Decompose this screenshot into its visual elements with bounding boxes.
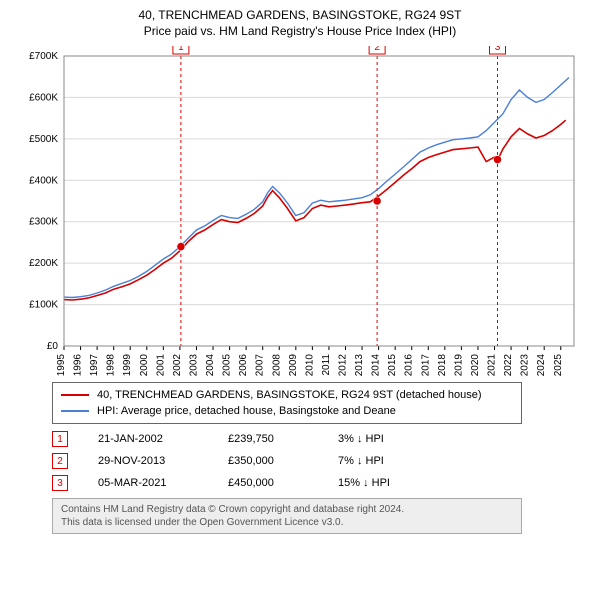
- footer-line2: This data is licensed under the Open Gov…: [61, 516, 513, 529]
- svg-text:1996: 1996: [73, 354, 84, 376]
- marker-price: £450,000: [228, 477, 338, 489]
- svg-text:1997: 1997: [89, 354, 100, 376]
- svg-text:2013: 2013: [354, 354, 365, 376]
- svg-text:2003: 2003: [188, 354, 199, 376]
- svg-text:2001: 2001: [155, 354, 166, 376]
- svg-text:2005: 2005: [222, 354, 233, 376]
- legend-row: HPI: Average price, detached house, Basi…: [61, 403, 513, 419]
- marker-price: £350,000: [228, 455, 338, 467]
- legend-label: 40, TRENCHMEAD GARDENS, BASINGSTOKE, RG2…: [97, 387, 482, 403]
- chart-area: £0 £100K £200K £300K £400K £500K £600K £700K 199…: [12, 46, 588, 376]
- svg-text:2025: 2025: [553, 354, 564, 376]
- marker-diff: 15% ↓ HPI: [338, 477, 458, 489]
- marker-row: 1 21-JAN-2002£239,7503% ↓ HPI: [52, 428, 588, 450]
- marker-diff: 7% ↓ HPI: [338, 455, 458, 467]
- svg-text:1: 1: [178, 46, 184, 53]
- svg-text:2024: 2024: [536, 354, 547, 376]
- chart-title-line1: 40, TRENCHMEAD GARDENS, BASINGSTOKE, RG2…: [12, 8, 588, 22]
- svg-text:£100K: £100K: [29, 300, 58, 311]
- footer-line1: Contains HM Land Registry data © Crown c…: [61, 503, 513, 516]
- chart-title-line2: Price paid vs. HM Land Registry's House …: [12, 24, 588, 38]
- svg-text:2008: 2008: [271, 354, 282, 376]
- marker-date: 29-NOV-2013: [98, 455, 228, 467]
- legend-swatch: [61, 394, 89, 396]
- svg-text:£200K: £200K: [29, 258, 58, 269]
- svg-text:£500K: £500K: [29, 134, 58, 145]
- svg-text:2000: 2000: [139, 354, 150, 376]
- svg-text:£300K: £300K: [29, 217, 58, 228]
- svg-text:1998: 1998: [106, 354, 117, 376]
- marker-badge: 1: [52, 431, 68, 447]
- svg-text:£0: £0: [47, 341, 59, 352]
- svg-text:2009: 2009: [288, 354, 299, 376]
- marker-diff: 3% ↓ HPI: [338, 433, 458, 445]
- svg-text:3: 3: [495, 46, 501, 53]
- footer-attribution: Contains HM Land Registry data © Crown c…: [52, 498, 522, 534]
- svg-text:2011: 2011: [321, 354, 332, 376]
- svg-text:2010: 2010: [304, 354, 315, 376]
- marker-table: 1 21-JAN-2002£239,7503% ↓ HPI 2 29-NOV-2013…: [52, 428, 588, 494]
- svg-text:2020: 2020: [470, 354, 481, 376]
- marker-badge: 2: [52, 453, 68, 469]
- svg-text:2014: 2014: [371, 354, 382, 376]
- svg-text:2002: 2002: [172, 354, 183, 376]
- marker-date: 05-MAR-2021: [98, 477, 228, 489]
- price-chart: £0 £100K £200K £300K £400K £500K £600K £700K 199…: [12, 46, 588, 376]
- svg-text:£700K: £700K: [29, 51, 58, 62]
- legend-swatch: [61, 410, 89, 412]
- svg-text:2004: 2004: [205, 354, 216, 376]
- svg-text:2016: 2016: [404, 354, 415, 376]
- marker-date: 21-JAN-2002: [98, 433, 228, 445]
- svg-text:2021: 2021: [487, 354, 498, 376]
- svg-text:2015: 2015: [387, 354, 398, 376]
- legend-box: 40, TRENCHMEAD GARDENS, BASINGSTOKE, RG2…: [52, 382, 522, 424]
- svg-text:1995: 1995: [56, 354, 67, 376]
- svg-text:2019: 2019: [453, 354, 464, 376]
- legend-label: HPI: Average price, detached house, Basi…: [97, 403, 396, 419]
- svg-text:1999: 1999: [122, 354, 133, 376]
- svg-text:2: 2: [374, 46, 380, 53]
- svg-text:2022: 2022: [503, 354, 514, 376]
- svg-text:2012: 2012: [337, 354, 348, 376]
- svg-text:2007: 2007: [255, 354, 266, 376]
- svg-text:2006: 2006: [238, 354, 249, 376]
- marker-row: 3 05-MAR-2021£450,00015% ↓ HPI: [52, 472, 588, 494]
- svg-text:2018: 2018: [437, 354, 448, 376]
- svg-text:2023: 2023: [520, 354, 531, 376]
- svg-text:£400K: £400K: [29, 175, 58, 186]
- marker-row: 2 29-NOV-2013£350,0007% ↓ HPI: [52, 450, 588, 472]
- legend-row: 40, TRENCHMEAD GARDENS, BASINGSTOKE, RG2…: [61, 387, 513, 403]
- svg-text:£600K: £600K: [29, 92, 58, 103]
- svg-text:2017: 2017: [420, 354, 431, 376]
- marker-price: £239,750: [228, 433, 338, 445]
- marker-badge: 3: [52, 475, 68, 491]
